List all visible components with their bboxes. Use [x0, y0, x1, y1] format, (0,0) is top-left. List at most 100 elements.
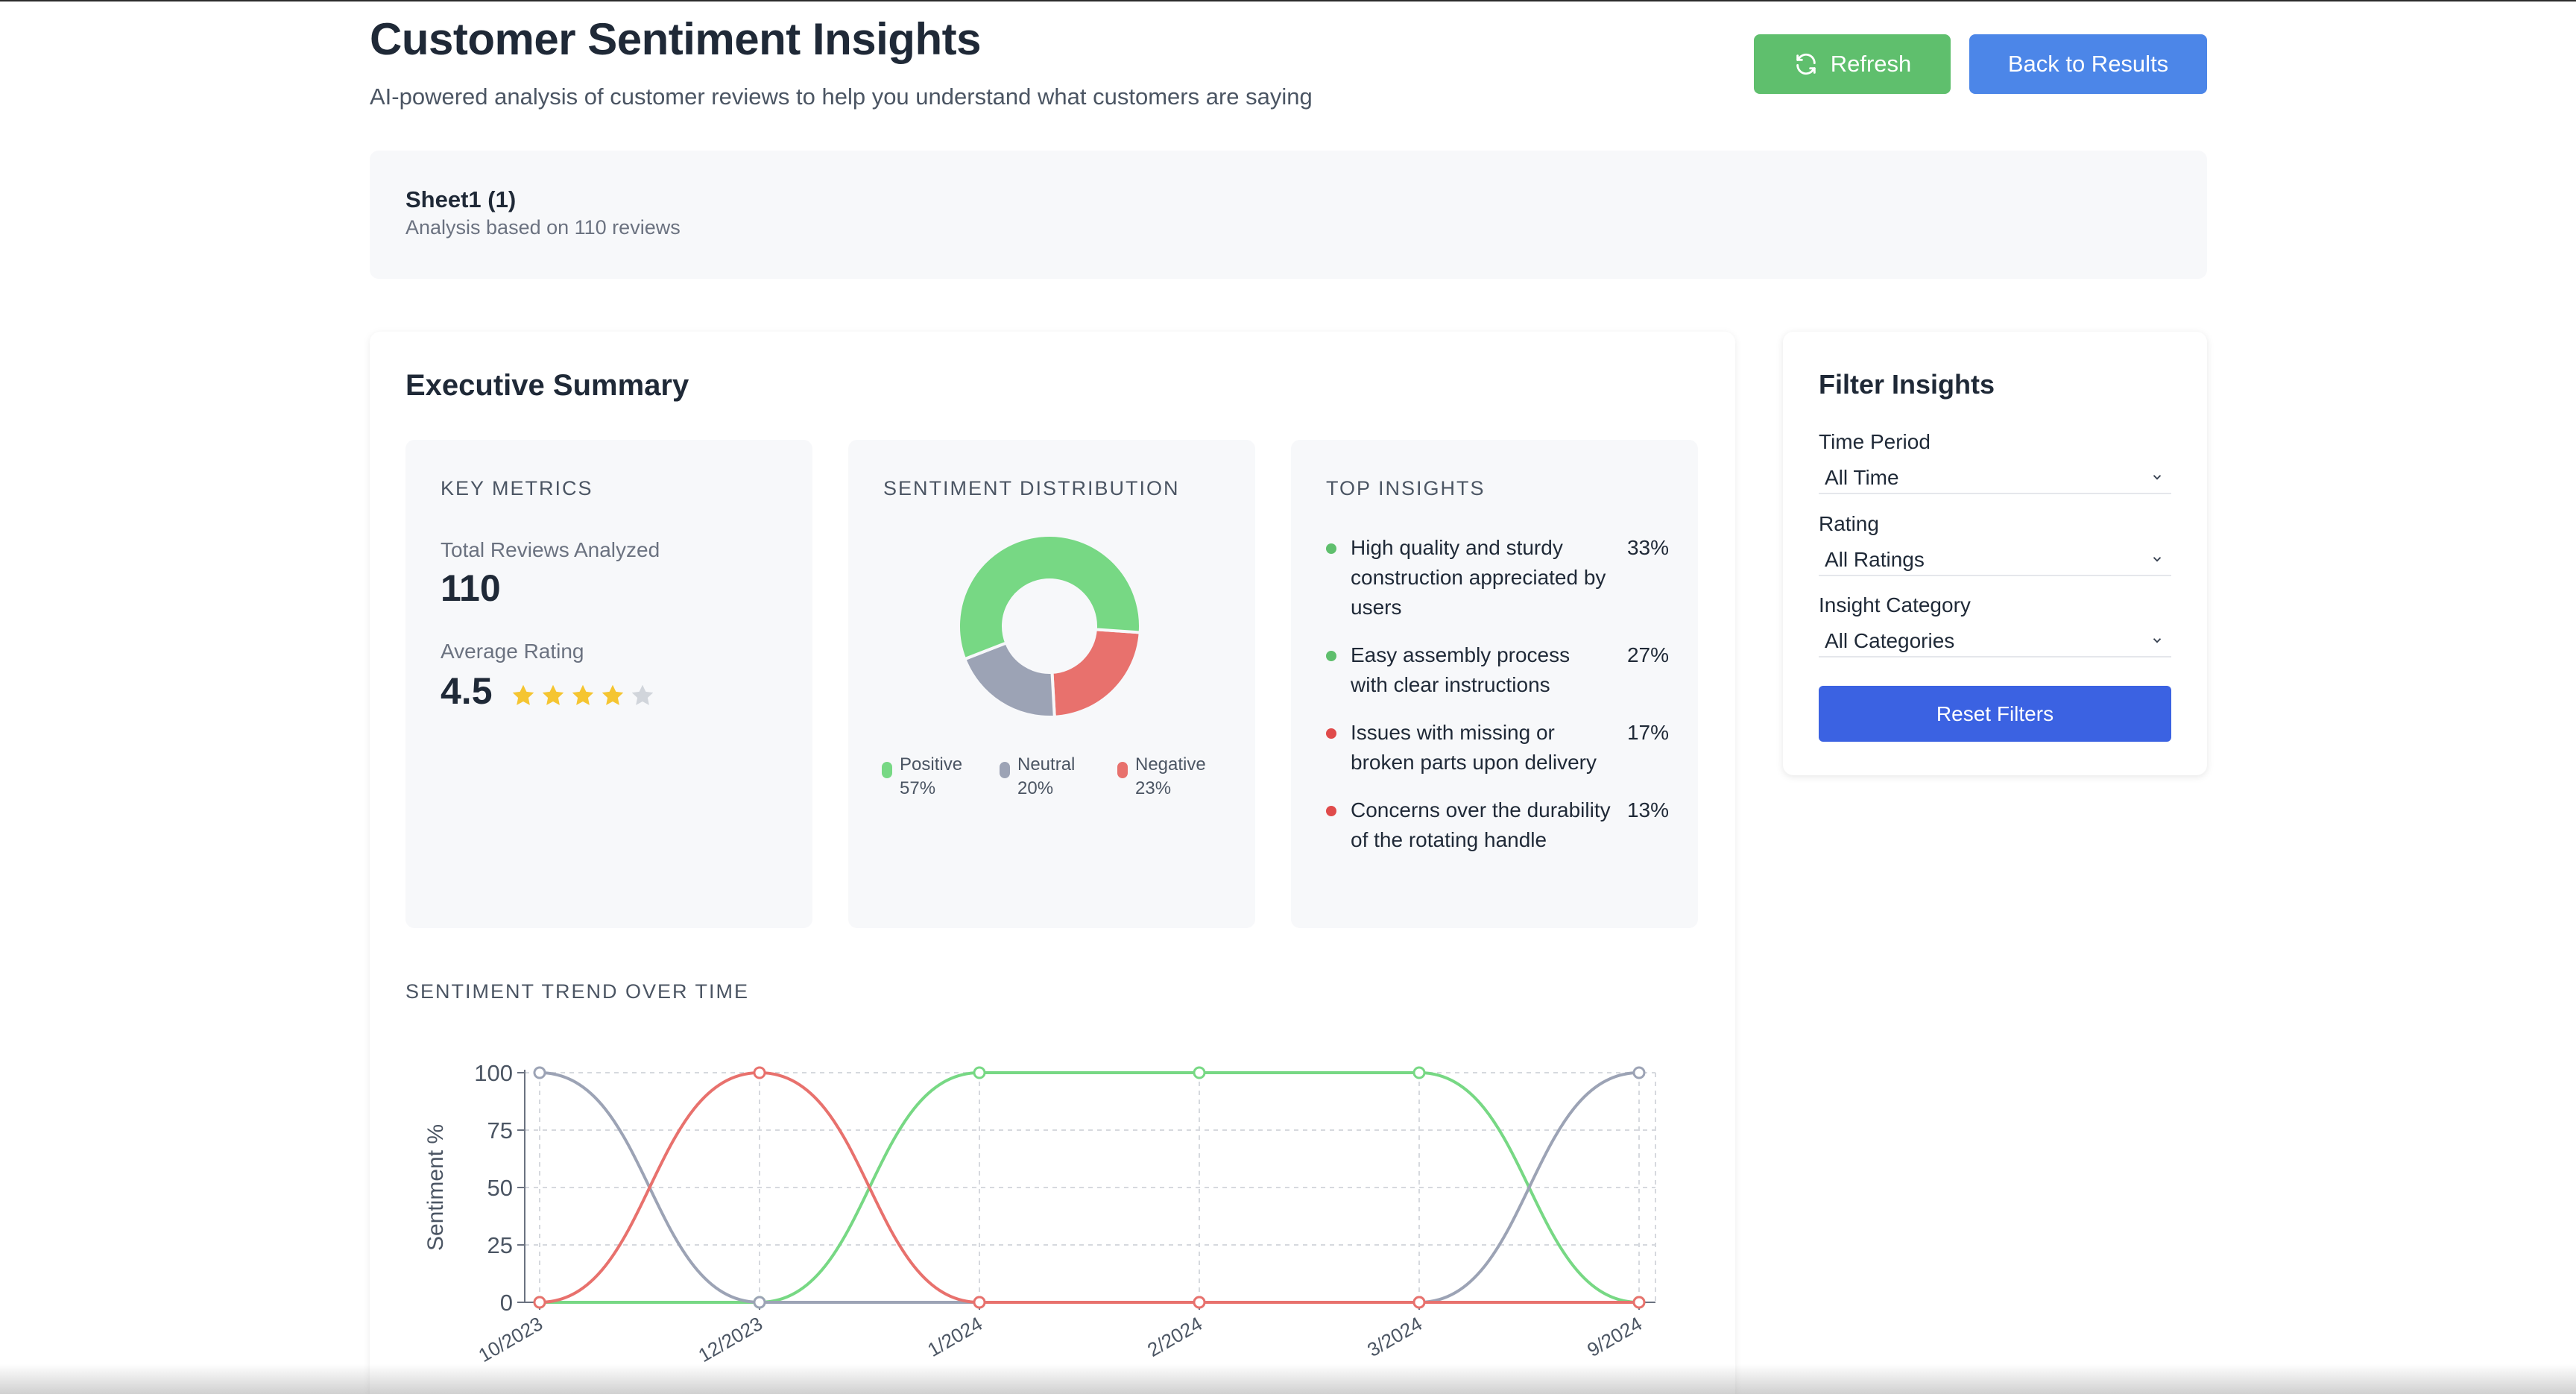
legend-swatch	[1000, 762, 1010, 778]
window-bottom-shadow	[0, 1364, 2576, 1394]
data-point-negative	[1632, 1296, 1646, 1309]
insight-category-value: All Categories	[1825, 629, 1955, 652]
chevron-down-icon	[2153, 638, 2162, 643]
legend-percent: 23%	[1135, 778, 1172, 798]
legend-swatch	[1117, 762, 1128, 778]
total-reviews-value: 110	[441, 567, 501, 609]
rating-value: All Ratings	[1825, 548, 1925, 571]
executive-summary-title: Executive Summary	[405, 369, 689, 402]
rating-stars	[510, 682, 656, 709]
refresh-icon	[1796, 53, 1816, 75]
data-point-negative	[533, 1296, 546, 1309]
chevron-down-icon	[2153, 475, 2162, 480]
filter-insights-title: Filter Insights	[1819, 369, 1995, 400]
legend-text: Neutral 20%	[1017, 753, 1075, 801]
average-rating-value: 4.5	[441, 670, 493, 712]
insight-percent: 27%	[1626, 643, 1669, 666]
sheet-info-card: Sheet1 (1) Analysis based on 110 reviews	[370, 151, 2207, 279]
sheet-name: Sheet1 (1)	[405, 186, 517, 212]
legend-item-negative: Negative 23%	[1117, 753, 1235, 801]
insight-text: High quality and sturdy construction app…	[1351, 536, 1606, 619]
x-tick-label: 1/2024	[924, 1312, 986, 1361]
y-tick-label: 0	[500, 1290, 513, 1316]
data-point-negative	[1193, 1296, 1206, 1309]
legend-percent: 57%	[900, 778, 936, 798]
time-period-select[interactable]: All Time	[1819, 460, 2171, 494]
insight-text: Issues with missing or broken parts upon…	[1351, 721, 1597, 774]
insight-text: Easy assembly process with clear instruc…	[1351, 643, 1570, 696]
page-subtitle: AI-powered analysis of customer reviews …	[370, 83, 1313, 110]
filter-insights-card: Filter Insights Time Period All Time Rat…	[1783, 332, 2207, 775]
sentiment-trend-title: SENTIMENT TREND OVER TIME	[405, 980, 750, 1003]
data-point-neutral	[533, 1066, 546, 1079]
sentiment-distribution-heading: SENTIMENT DISTRIBUTION	[883, 477, 1180, 499]
executive-summary-card: Executive Summary KEY METRICS Total Revi…	[370, 332, 1735, 1394]
data-point-neutral	[1632, 1066, 1646, 1079]
refresh-button[interactable]: Refresh	[1754, 34, 1951, 94]
sentiment-donut-chart	[957, 534, 1142, 719]
back-to-results-button[interactable]: Back to Results	[1969, 34, 2207, 94]
top-insights-heading: TOP INSIGHTS	[1326, 477, 1486, 499]
legend-label: Neutral	[1017, 754, 1076, 775]
average-rating-label: Average Rating	[441, 640, 584, 663]
data-point-negative	[1412, 1296, 1426, 1309]
rating-select[interactable]: All Ratings	[1819, 542, 2171, 576]
legend-percent: 20%	[1017, 778, 1054, 798]
total-reviews-label: Total Reviews Analyzed	[441, 538, 660, 561]
data-point-negative	[973, 1296, 986, 1309]
time-period-value: All Time	[1825, 466, 1899, 489]
star-icon	[602, 684, 624, 705]
page-title: Customer Sentiment Insights	[370, 14, 981, 64]
legend-label: Negative	[1135, 754, 1206, 775]
window-top-border	[0, 0, 2576, 1]
data-point-neutral	[753, 1296, 766, 1309]
insight-category-select[interactable]: All Categories	[1819, 623, 2171, 657]
data-point-positive	[973, 1066, 986, 1079]
star-icon	[542, 684, 564, 705]
star-icon	[512, 684, 534, 705]
legend-text: Negative 23%	[1135, 753, 1206, 801]
donut-slice-positive	[957, 534, 1142, 661]
time-period-label: Time Period	[1819, 430, 1931, 453]
refresh-label: Refresh	[1830, 51, 1912, 77]
key-metrics-heading: KEY METRICS	[441, 477, 593, 499]
sheet-review-count: Analysis based on 110 reviews	[405, 216, 681, 239]
legend-swatch	[882, 762, 892, 778]
star-icon	[572, 684, 594, 705]
donut-slice-negative	[1050, 628, 1142, 719]
sentiment-distribution-panel: SENTIMENT DISTRIBUTION Positive 57% Neutra…	[848, 440, 1255, 928]
legend-item-neutral: Neutral 20%	[1000, 753, 1117, 801]
x-tick-label: 3/2024	[1363, 1312, 1426, 1361]
y-tick-label: 50	[487, 1175, 513, 1201]
top-insights-panel: TOP INSIGHTS High quality and sturdy con…	[1291, 440, 1698, 928]
y-tick-label: 100	[474, 1060, 513, 1086]
star-icon	[631, 684, 654, 705]
legend-label: Positive	[900, 754, 963, 775]
y-tick-label: 25	[487, 1232, 513, 1258]
insight-dot	[1326, 543, 1336, 554]
insight-dot	[1326, 651, 1336, 661]
data-point-positive	[1193, 1066, 1206, 1079]
x-tick-label: 10/2023	[475, 1312, 546, 1366]
chevron-down-icon	[2153, 557, 2162, 562]
y-axis-label: Sentiment %	[423, 1124, 448, 1251]
reset-filters-button[interactable]: Reset Filters	[1819, 686, 2171, 742]
x-tick-label: 12/2023	[695, 1312, 766, 1366]
data-point-positive	[1412, 1066, 1426, 1079]
y-tick-label: 75	[487, 1117, 513, 1144]
donut-slice-neutral	[962, 640, 1056, 719]
insight-percent: 33%	[1626, 536, 1669, 559]
rating-label: Rating	[1819, 512, 1879, 535]
legend-text: Positive 57%	[900, 753, 962, 801]
sentiment-legend: Positive 57% Neutral 20% Negative 23%	[882, 753, 1235, 801]
key-metrics-panel: KEY METRICS Total Reviews Analyzed 110 A…	[405, 440, 812, 928]
insight-dot	[1326, 806, 1336, 816]
x-tick-label: 9/2024	[1583, 1312, 1646, 1361]
insight-percent: 13%	[1626, 798, 1669, 821]
insight-percent: 17%	[1626, 721, 1669, 744]
insight-category-label: Insight Category	[1819, 593, 1971, 616]
legend-item-positive: Positive 57%	[882, 753, 1000, 801]
insight-dot	[1326, 728, 1336, 739]
insight-text: Concerns over the durability of the rota…	[1351, 798, 1611, 851]
sentiment-trend-chart: 0 25 50 75 100 10/2023 12/2023 1/2024 2/2024 3/20…	[423, 1060, 1656, 1366]
